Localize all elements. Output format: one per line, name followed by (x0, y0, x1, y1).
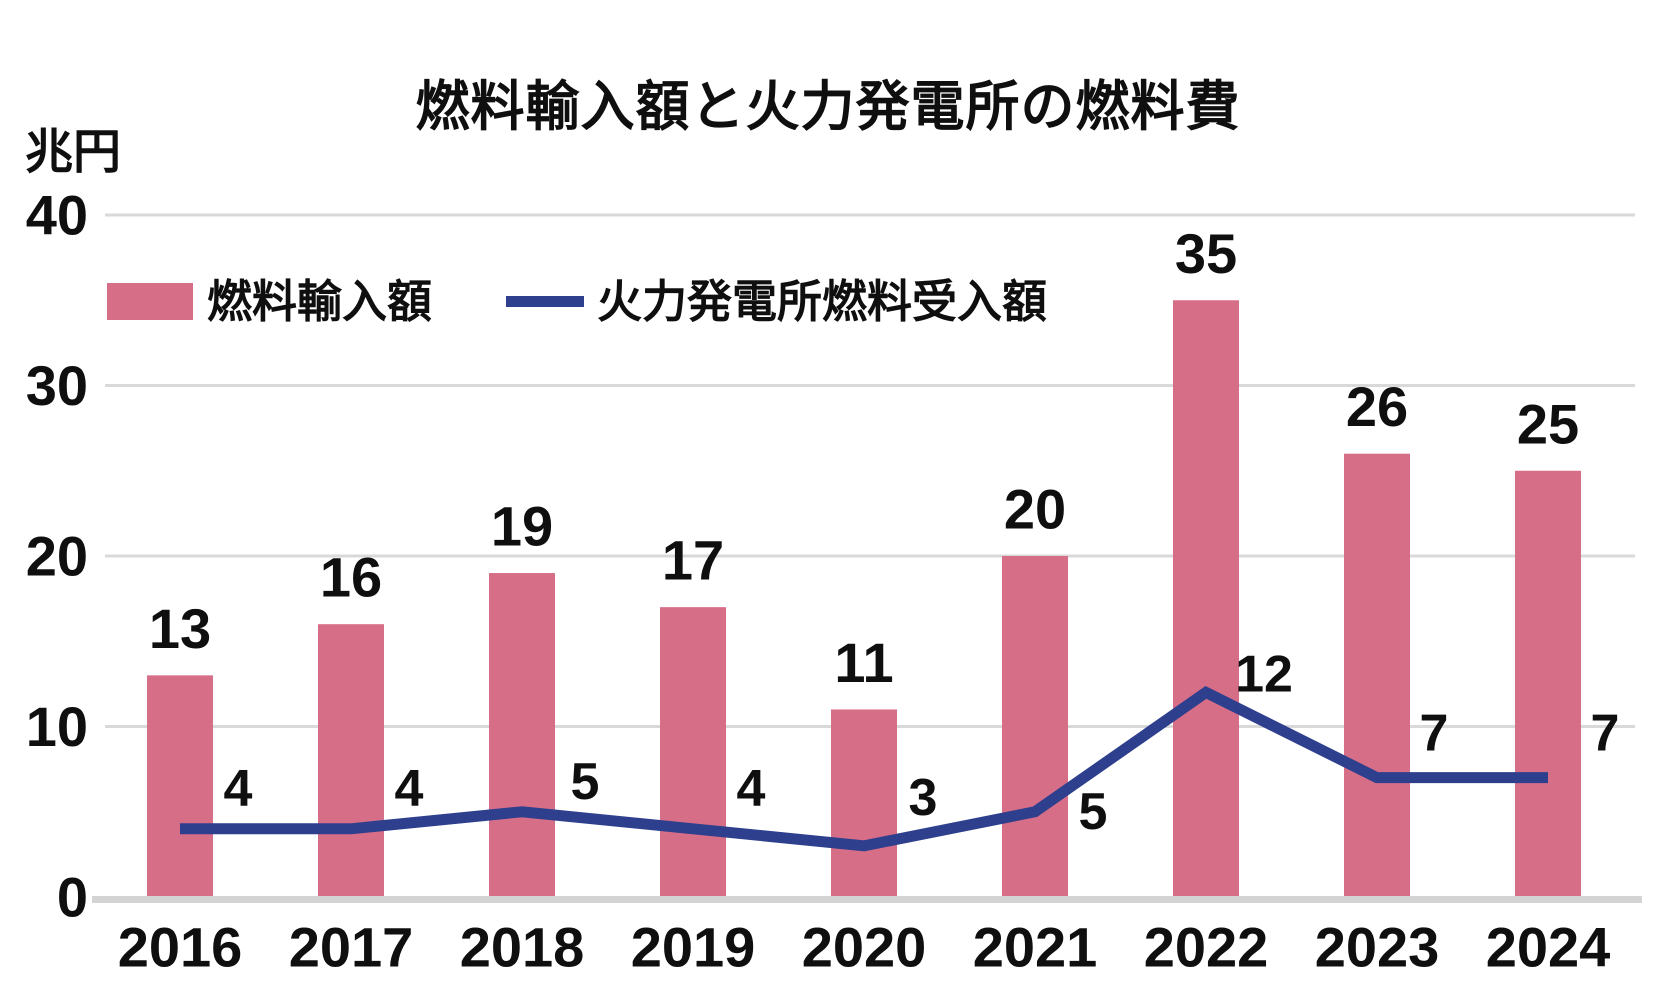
line-value-label-2023: 7 (1420, 705, 1449, 763)
line-value-label-2021: 5 (1079, 783, 1108, 841)
bar-value-label-2017: 16 (320, 546, 382, 609)
bar-value-label-2016: 13 (149, 597, 211, 660)
bar-2020 (831, 709, 897, 897)
bar-value-label-2019: 17 (662, 529, 724, 592)
bar-2024 (1515, 470, 1581, 897)
legend-line-label: 火力発電所燃料受入額 (597, 275, 1048, 327)
x-tick-label-2016: 2016 (118, 916, 243, 979)
bar-value-label-2022: 35 (1175, 222, 1237, 285)
x-tick-label-2023: 2023 (1315, 916, 1440, 979)
bar-2017 (318, 624, 384, 897)
legend-bar-swatch-icon (107, 282, 193, 320)
line-value-label-2016: 4 (224, 760, 253, 818)
bar-2016 (147, 675, 213, 897)
y-tick-label-40: 40 (26, 184, 88, 247)
line-value-label-2017: 4 (395, 760, 424, 818)
x-tick-label-2020: 2020 (802, 916, 927, 979)
x-tick-label-2021: 2021 (973, 916, 1098, 979)
bar-2021 (1002, 556, 1068, 897)
y-tick-label-20: 20 (26, 525, 88, 588)
bar-2019 (660, 607, 726, 897)
y-tick-label-30: 30 (26, 354, 88, 417)
x-tick-label-2022: 2022 (1144, 916, 1269, 979)
x-tick-label-2019: 2019 (631, 916, 756, 979)
x-tick-label-2017: 2017 (289, 916, 414, 979)
y-axis-unit-label: 兆円 (25, 126, 122, 179)
bar-value-label-2024: 25 (1517, 392, 1579, 455)
bar-2023 (1344, 453, 1410, 897)
legend-bar-label: 燃料輸入額 (207, 275, 433, 327)
line-value-label-2022: 12 (1235, 645, 1293, 703)
line-value-label-2019: 4 (737, 760, 766, 818)
y-tick-label-0: 0 (57, 866, 88, 929)
chart-title: 燃料輸入額と火力発電所の燃料費 (415, 77, 1241, 137)
x-tick-label-2024: 2024 (1486, 916, 1611, 979)
line-value-label-2018: 5 (571, 753, 600, 811)
line-value-label-2024: 7 (1591, 705, 1620, 763)
bar-value-label-2018: 19 (491, 495, 553, 558)
chart-legend: 燃料輸入額 火力発電所燃料受入額 (107, 275, 1048, 327)
x-tick-label-2018: 2018 (460, 916, 585, 979)
bar-value-label-2023: 26 (1346, 375, 1408, 438)
bar-2018 (489, 573, 555, 897)
bar-value-label-2021: 20 (1004, 478, 1066, 541)
line-value-label-2020: 3 (909, 769, 938, 827)
bar-value-label-2020: 11 (834, 631, 893, 694)
line-series (180, 686, 1548, 852)
bar-2022 (1173, 300, 1239, 897)
y-tick-label-10: 10 (26, 695, 88, 758)
legend-line-swatch-icon (506, 295, 585, 307)
